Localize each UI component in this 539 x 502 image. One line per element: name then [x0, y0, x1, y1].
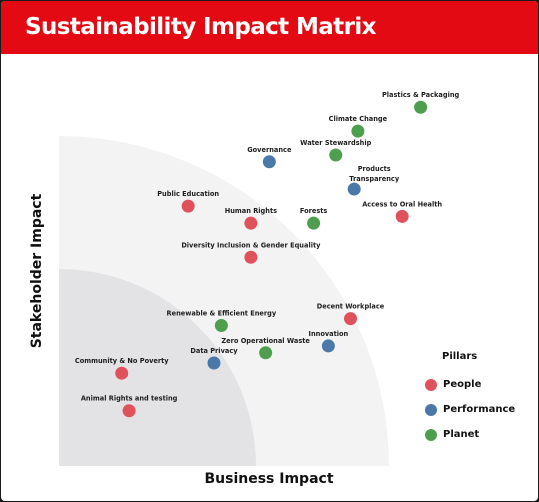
point-label-governance: Governance [247, 146, 292, 154]
point-public-education [181, 199, 195, 213]
point-label-human-rights: Human Rights [225, 207, 277, 215]
legend-label: Planet [443, 429, 480, 440]
point-label-public-education: Public Education [157, 190, 219, 198]
point-label-access-to-oral-health: Access to Oral Health [362, 200, 442, 208]
point-label-forests: Forests [300, 207, 328, 215]
point-innovation [321, 339, 335, 353]
point-data-privacy [207, 356, 221, 370]
point-animal-rights-and-testing [122, 404, 136, 418]
point-label-data-privacy: Data Privacy [190, 347, 238, 355]
point-products-transparency [347, 182, 361, 196]
point-human-rights [244, 216, 258, 230]
title-banner: Sustainability Impact Matrix [1, 1, 538, 54]
point-renewable-and-efficient-energy [214, 318, 228, 332]
performance-dot-icon [425, 403, 437, 416]
legend-item-planet: Planet [425, 422, 515, 447]
point-label-water-stewardship: Water Stewardship [300, 139, 371, 147]
point-label-climate-change: Climate Change [329, 115, 388, 123]
legend-label: Performance [443, 404, 516, 415]
point-label-community-and-no-poverty: Community & No Poverty [75, 357, 169, 365]
legend: Pillars People Performance Planet [425, 351, 515, 447]
point-governance [262, 155, 276, 169]
point-zero-operational-waste [259, 346, 273, 360]
point-label-zero-operational-waste: Zero Operational Waste [221, 337, 310, 345]
legend-title: Pillars [442, 351, 478, 362]
point-label-animal-rights-and-testing: Animal Rights and testing [81, 395, 178, 403]
point-label-decent-workplace: Decent Workplace [317, 303, 385, 311]
point-label-renewable-and-efficient-energy: Renewable & Efficient Energy [167, 309, 277, 317]
point-label-innovation: Innovation [308, 330, 348, 338]
legend-item-people: People [425, 372, 515, 397]
point-diversity-inclusion-and-gender-equality [244, 250, 258, 264]
point-label-plastics-and-packaging: Plastics & Packaging [382, 91, 460, 99]
legend-item-performance: Performance [425, 397, 515, 422]
inner-quarter-circle [59, 269, 256, 466]
point-climate-change [351, 124, 365, 138]
y-axis-label: Stakeholder Impact [29, 193, 45, 349]
people-dot-icon [425, 378, 437, 391]
x-axis-label: Business Impact [204, 471, 334, 487]
point-forests [307, 216, 321, 230]
planet-dot-icon [425, 428, 437, 441]
page-title: Sustainability Impact Matrix [25, 14, 376, 40]
point-community-and-no-poverty [115, 366, 129, 380]
points-layer: Plastics & Packaging Climate Change Water … [75, 91, 460, 418]
point-water-stewardship [329, 148, 343, 162]
legend-label: People [443, 379, 482, 390]
point-label-diversity-inclusion-and-gender-equality: Diversity Inclusion & Gender Equality [181, 241, 321, 249]
point-decent-workplace [344, 312, 358, 326]
point-label-products-transparency: Products Transparency [349, 165, 400, 183]
point-access-to-oral-health [395, 209, 409, 223]
point-plastics-and-packaging [414, 100, 428, 114]
